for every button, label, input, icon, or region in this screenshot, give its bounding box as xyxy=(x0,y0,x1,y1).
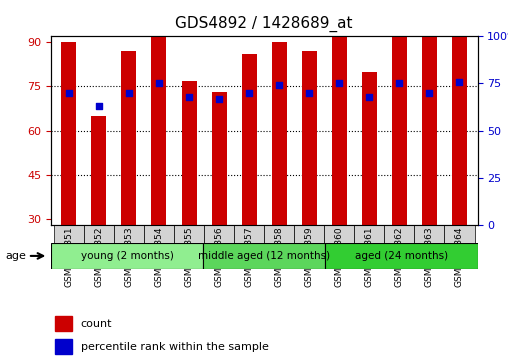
Text: age: age xyxy=(5,251,26,261)
Point xyxy=(125,90,133,96)
Bar xyxy=(55,316,72,331)
Point xyxy=(155,81,163,86)
Bar xyxy=(151,0,167,225)
FancyBboxPatch shape xyxy=(204,225,234,264)
Point xyxy=(456,79,464,85)
Bar xyxy=(242,54,257,225)
Point xyxy=(365,94,373,99)
Text: young (2 months): young (2 months) xyxy=(81,251,173,261)
Title: GDS4892 / 1428689_at: GDS4892 / 1428689_at xyxy=(175,16,353,32)
Point xyxy=(425,90,433,96)
Text: GSM1230364: GSM1230364 xyxy=(455,227,464,287)
FancyBboxPatch shape xyxy=(54,225,84,264)
Bar xyxy=(362,72,377,225)
Text: GSM1230354: GSM1230354 xyxy=(154,227,164,287)
Point xyxy=(335,81,343,86)
Text: aged (24 months): aged (24 months) xyxy=(355,251,448,261)
Text: GSM1230358: GSM1230358 xyxy=(275,227,283,287)
Bar xyxy=(392,0,407,225)
Point xyxy=(95,103,103,109)
Point xyxy=(275,82,283,88)
Text: GSM1230362: GSM1230362 xyxy=(395,227,404,287)
FancyBboxPatch shape xyxy=(203,243,325,269)
Text: GSM1230359: GSM1230359 xyxy=(305,227,314,287)
Point xyxy=(215,96,223,102)
Text: GSM1230361: GSM1230361 xyxy=(365,227,374,287)
Bar xyxy=(211,92,227,225)
Text: GSM1230353: GSM1230353 xyxy=(124,227,134,287)
Point xyxy=(65,90,73,96)
Text: GSM1230356: GSM1230356 xyxy=(214,227,224,287)
Bar xyxy=(55,339,72,354)
FancyBboxPatch shape xyxy=(264,225,294,264)
FancyBboxPatch shape xyxy=(114,225,144,264)
FancyBboxPatch shape xyxy=(294,225,324,264)
Bar xyxy=(422,33,437,225)
Text: middle aged (12 months): middle aged (12 months) xyxy=(198,251,330,261)
Bar xyxy=(452,0,467,225)
FancyBboxPatch shape xyxy=(144,225,174,264)
FancyBboxPatch shape xyxy=(51,243,203,269)
Text: percentile rank within the sample: percentile rank within the sample xyxy=(81,342,269,352)
FancyBboxPatch shape xyxy=(444,225,474,264)
Text: GSM1230351: GSM1230351 xyxy=(65,227,73,287)
Bar xyxy=(61,42,76,225)
FancyBboxPatch shape xyxy=(324,225,354,264)
Point xyxy=(245,90,253,96)
Text: count: count xyxy=(81,319,112,329)
Text: GSM1230355: GSM1230355 xyxy=(184,227,194,287)
FancyBboxPatch shape xyxy=(174,225,204,264)
Text: GSM1230352: GSM1230352 xyxy=(94,227,104,287)
FancyBboxPatch shape xyxy=(385,225,415,264)
Bar xyxy=(121,51,137,225)
Bar xyxy=(302,51,317,225)
Bar xyxy=(91,116,106,225)
FancyBboxPatch shape xyxy=(325,243,478,269)
Point xyxy=(395,81,403,86)
Text: GSM1230357: GSM1230357 xyxy=(245,227,253,287)
FancyBboxPatch shape xyxy=(354,225,385,264)
Point xyxy=(185,94,193,99)
Bar xyxy=(272,42,287,225)
Text: GSM1230363: GSM1230363 xyxy=(425,227,434,287)
Bar xyxy=(332,0,347,225)
FancyBboxPatch shape xyxy=(234,225,264,264)
Point xyxy=(305,90,313,96)
FancyBboxPatch shape xyxy=(84,225,114,264)
FancyBboxPatch shape xyxy=(415,225,444,264)
Text: GSM1230360: GSM1230360 xyxy=(335,227,344,287)
Bar xyxy=(181,81,197,225)
